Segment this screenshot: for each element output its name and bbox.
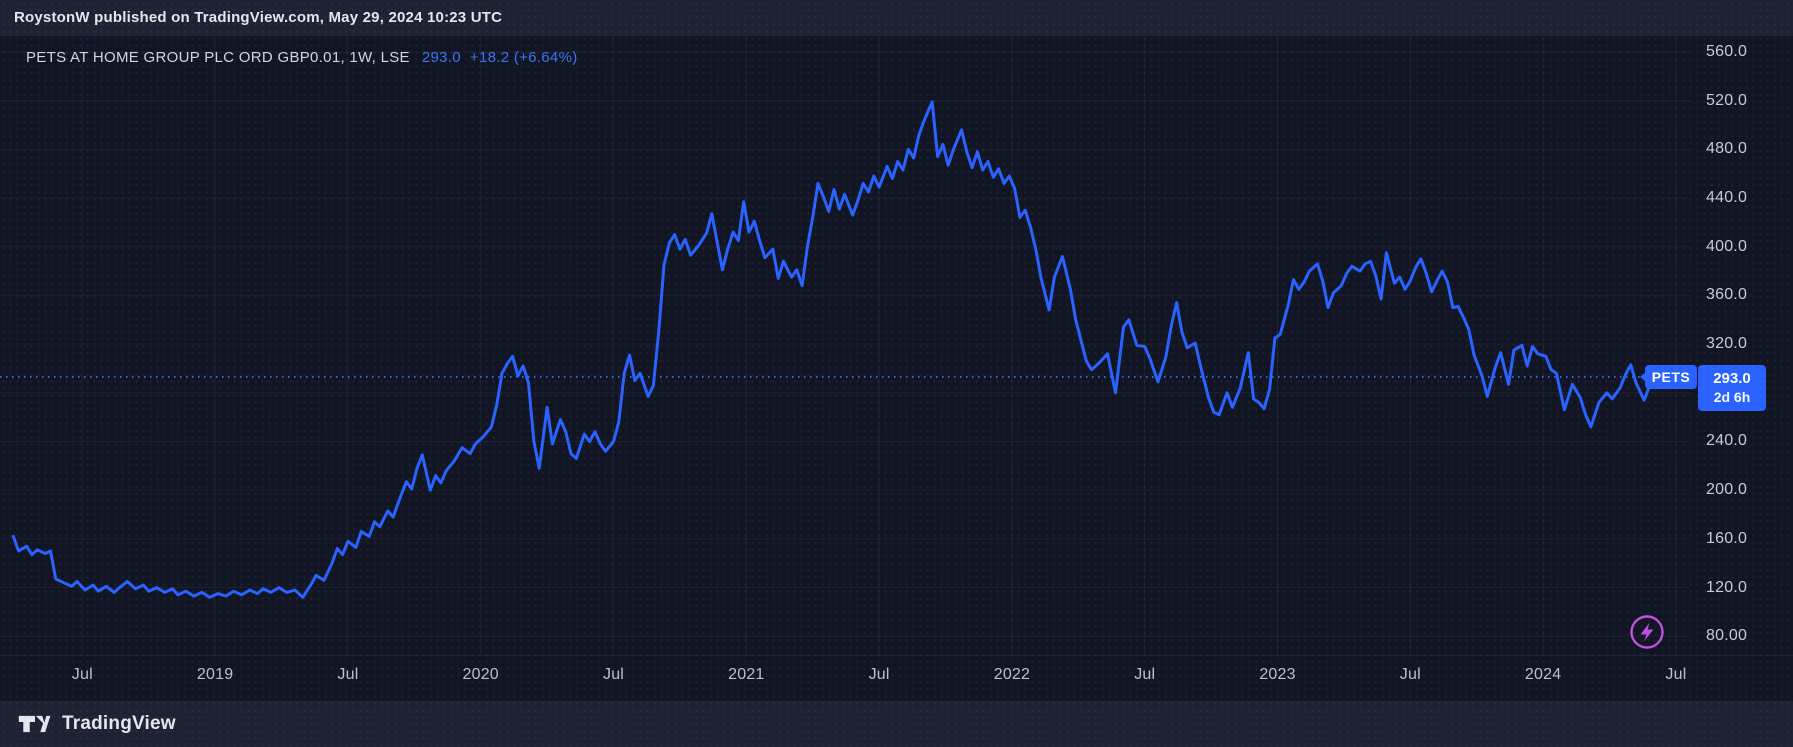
attribution-text: RoystonW published on TradingView.com, M…	[14, 9, 503, 26]
x-axis-label: Jul	[337, 666, 359, 683]
current-price-label: 293.0 2d 6h	[1698, 364, 1766, 411]
tradingview-logo[interactable]	[18, 712, 52, 736]
y-axis-label: 360.0	[1706, 286, 1748, 304]
lightning-bolt-icon	[1630, 615, 1664, 649]
symbol-legend[interactable]: PETS AT HOME GROUP PLC ORD GBP0.01, 1W, …	[26, 49, 578, 66]
x-axis-label: 2023	[1259, 666, 1296, 683]
x-axis-label: Jul	[603, 666, 625, 683]
boost-button[interactable]	[1629, 614, 1665, 650]
x-axis-label: 2024	[1524, 666, 1562, 683]
x-axis-label: Jul	[1665, 666, 1687, 683]
y-axis-label: 440.0	[1706, 189, 1748, 207]
y-axis-label: 400.0	[1706, 237, 1748, 255]
last-price-value: 293.0	[421, 49, 461, 66]
price-change-value: +18.2 (+6.64%)	[469, 49, 578, 66]
tradingview-wordmark[interactable]: TradingView	[62, 713, 176, 734]
price-line	[11, 100, 1662, 599]
y-axis-label: 480.0	[1706, 140, 1748, 158]
tradingview-logo-mark	[18, 715, 51, 733]
series-badge-label: PETS	[1651, 368, 1691, 385]
price-axis[interactable]: 560.0 520.0 480.0 440.0 400.0 360.0 320.0 240.0…	[1690, 36, 1793, 655]
y-axis-label: 160.0	[1706, 529, 1748, 547]
y-axis-label: 560.0	[1706, 42, 1748, 60]
x-axis-label: Jul	[868, 666, 890, 683]
series-badge: PETS	[1640, 364, 1697, 389]
y-axis-label: 120.0	[1706, 578, 1748, 596]
footer-band: TradingView	[0, 701, 1793, 747]
y-axis-label: 520.0	[1706, 91, 1748, 109]
y-axis-label: 240.0	[1706, 432, 1748, 450]
attribution-band: RoystonW published on TradingView.com, M…	[0, 0, 1793, 36]
symbol-title: PETS AT HOME GROUP PLC ORD GBP0.01, 1W, …	[26, 49, 410, 66]
y-axis-label: 320.0	[1706, 335, 1748, 353]
time-axis[interactable]: Jul 2019 Jul 2020 Jul 2021 Jul 2022 Jul 2023 Jul 20…	[0, 655, 1793, 702]
x-axis-label: 2020	[462, 666, 499, 683]
x-axis-label: Jul	[71, 666, 93, 683]
y-axis-label: 80.00	[1706, 627, 1748, 645]
x-axis-label: 2021	[728, 666, 765, 683]
x-axis-label: Jul	[1399, 666, 1421, 683]
bar-close-countdown: 2d 6h	[1713, 388, 1751, 405]
x-axis-label: 2022	[993, 666, 1031, 683]
y-axis-label: 200.0	[1706, 481, 1748, 499]
current-price-value: 293.0	[1713, 369, 1751, 387]
x-axis-label: Jul	[1134, 666, 1156, 683]
x-axis-label: 2019	[196, 666, 234, 683]
